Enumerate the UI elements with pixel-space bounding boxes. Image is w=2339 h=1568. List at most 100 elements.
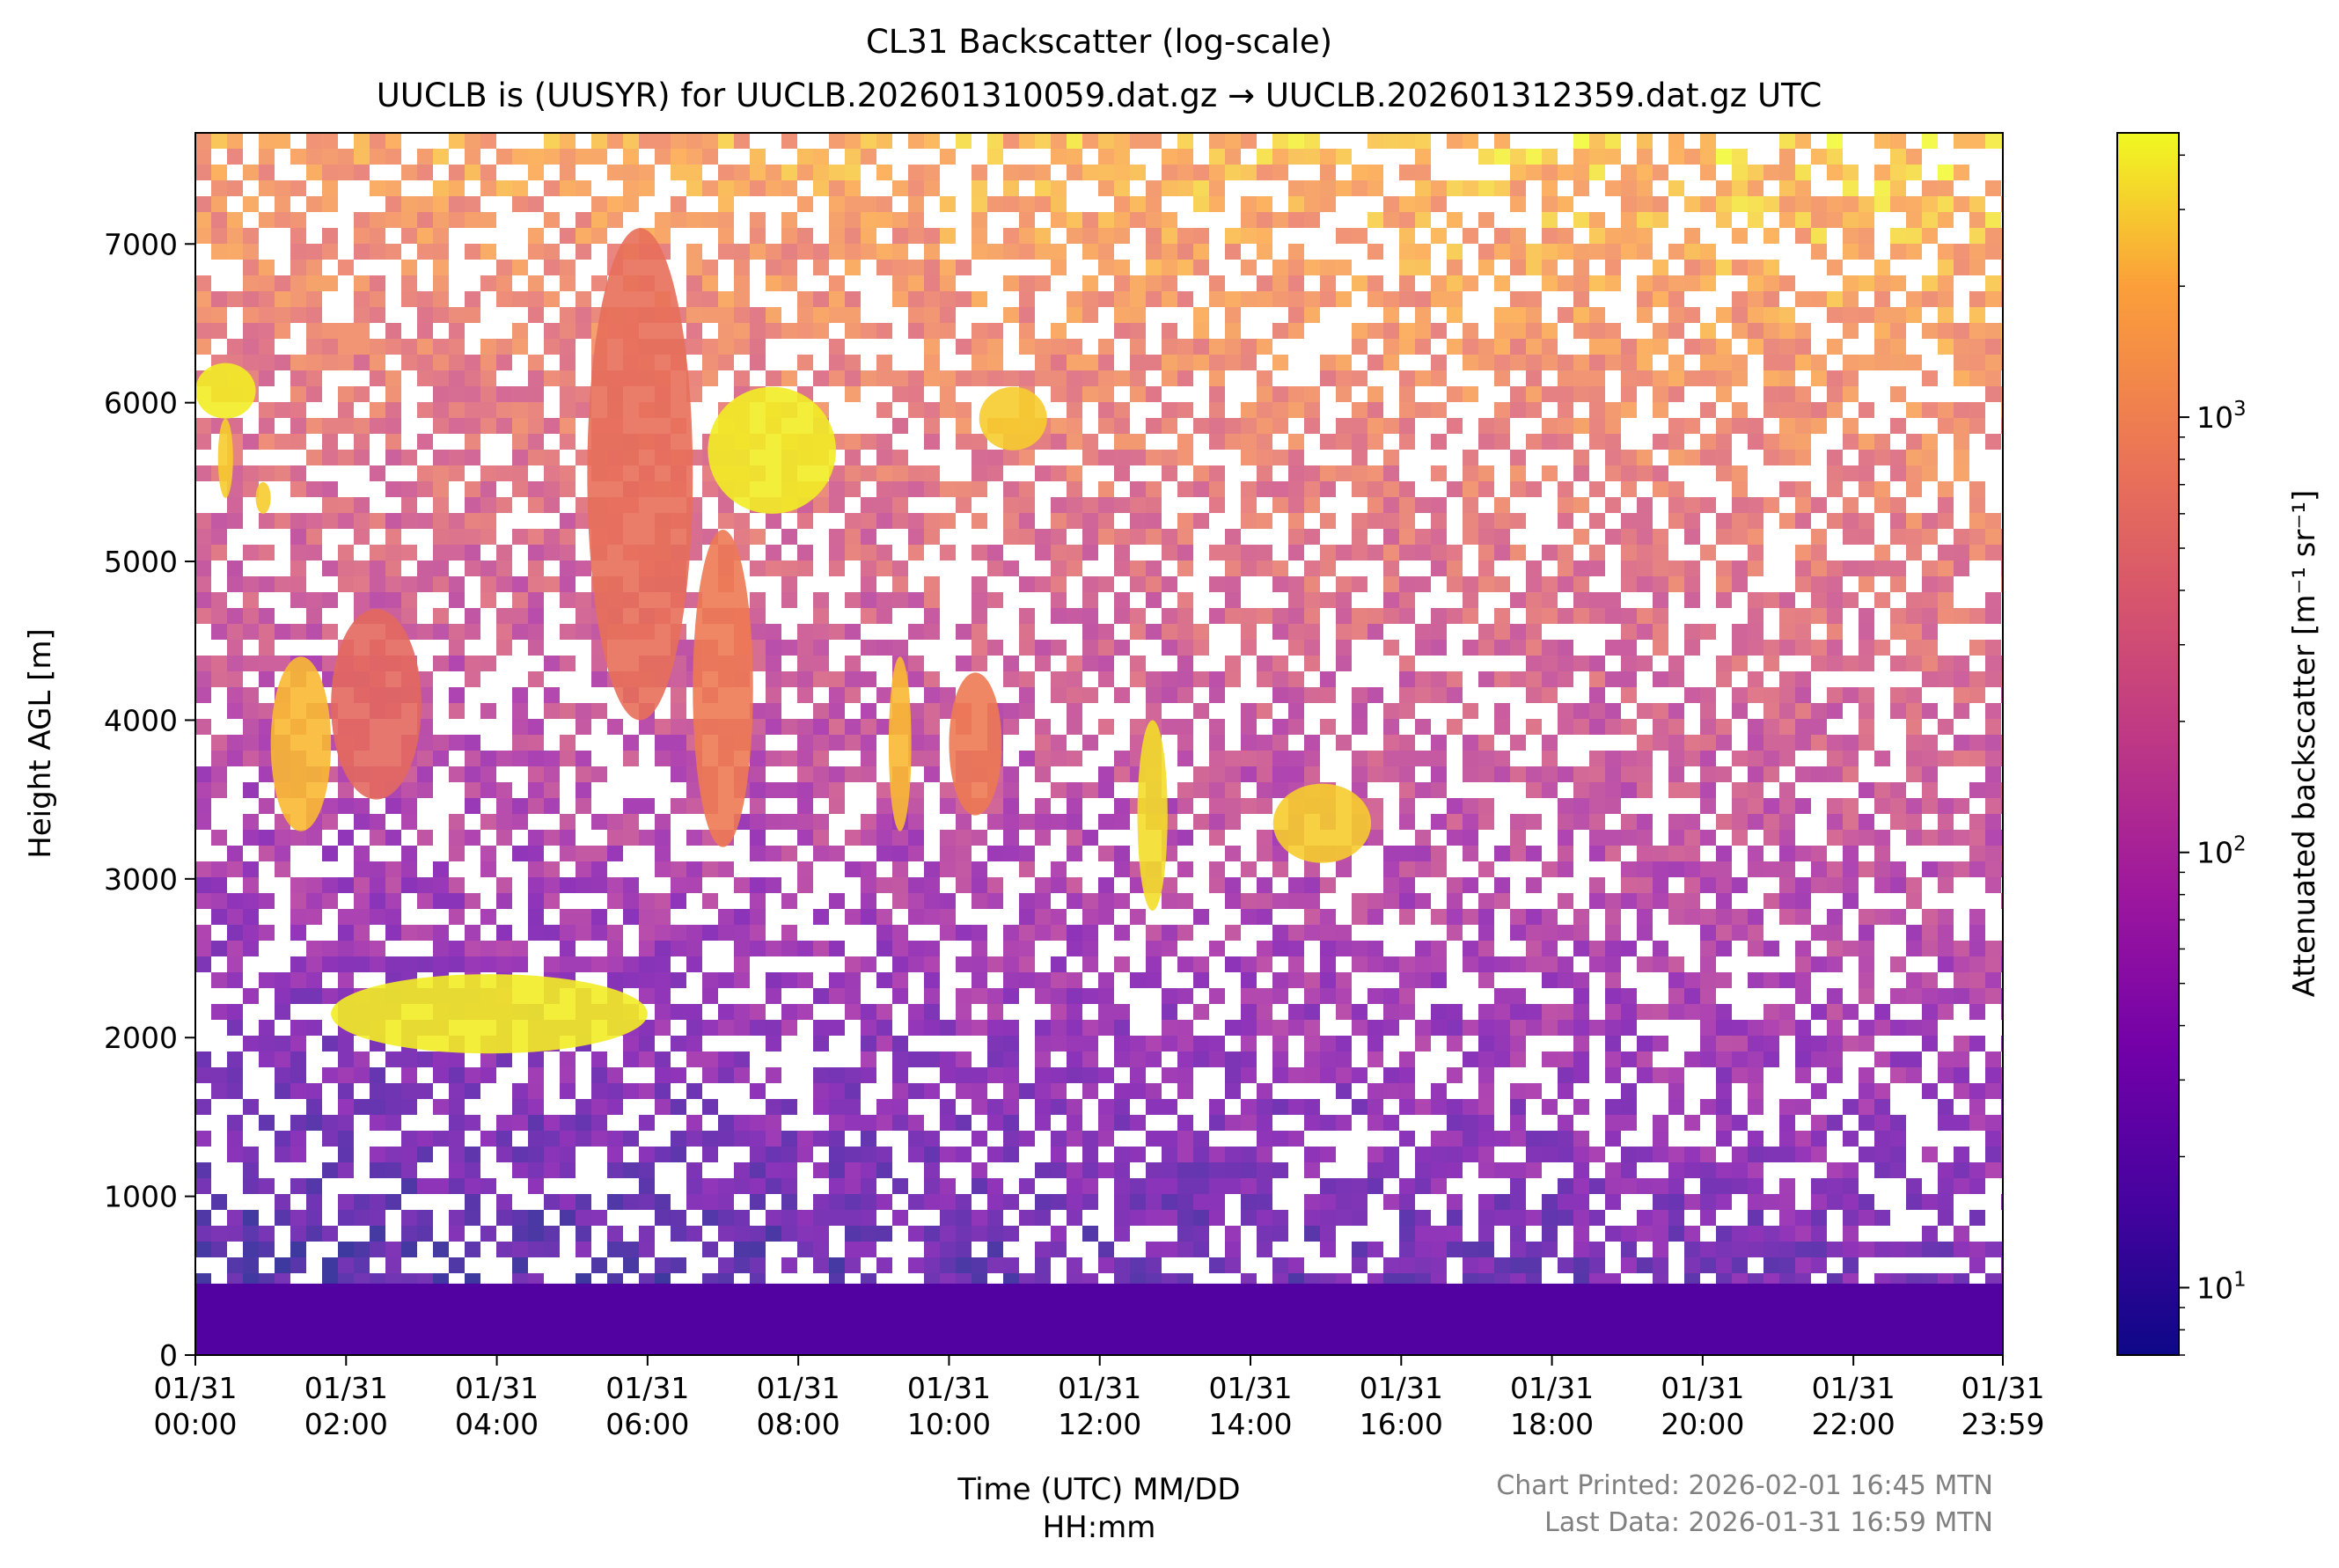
noise-cell <box>1843 751 1859 766</box>
noise-cell <box>290 956 306 972</box>
noise-cell <box>1272 1020 1288 1036</box>
noise-cell <box>1320 1194 1336 1210</box>
noise-cell <box>702 1147 718 1162</box>
noise-cell <box>1779 782 1795 798</box>
noise-cell <box>560 846 576 861</box>
noise-cell <box>195 766 211 782</box>
noise-cell <box>845 513 861 529</box>
noise-cell <box>576 1115 591 1131</box>
noise-cell <box>750 180 766 196</box>
noise-cell <box>1589 149 1605 165</box>
noise-cell <box>1700 988 1716 1004</box>
noise-cell <box>1399 260 1415 275</box>
noise-cell <box>1225 561 1241 576</box>
noise-cell <box>1035 1115 1051 1131</box>
noise-cell <box>1542 1051 1558 1067</box>
noise-cell <box>1732 782 1748 798</box>
noise-cell <box>1352 1210 1367 1226</box>
noise-cell <box>433 941 449 956</box>
noise-cell <box>1589 165 1605 180</box>
noise-cell <box>576 751 591 766</box>
noise-cell <box>433 561 449 576</box>
noise-cell <box>544 497 560 513</box>
noise-cell <box>1906 656 1922 671</box>
noise-cell <box>1114 529 1130 545</box>
noise-cell <box>908 386 924 402</box>
noise-cell <box>1415 1226 1431 1242</box>
noise-cell <box>892 180 908 196</box>
noise-cell <box>892 830 908 846</box>
noise-cell <box>1621 513 1637 529</box>
noise-cell <box>1605 893 1621 909</box>
noise-cell <box>987 1020 1003 1036</box>
noise-cell <box>1890 1147 1906 1162</box>
noise-cell <box>1193 814 1209 830</box>
noise-cell <box>449 703 465 719</box>
noise-cell <box>1241 735 1257 751</box>
noise-cell <box>275 513 290 529</box>
noise-cell <box>1367 133 1383 149</box>
noise-cell <box>1589 386 1605 402</box>
noise-cell <box>655 1051 671 1067</box>
noise-cell <box>750 1004 766 1020</box>
noise-cell <box>1162 370 1177 386</box>
noise-cell <box>734 1131 750 1147</box>
noise-cell <box>1114 608 1130 624</box>
noise-cell <box>1478 545 1494 561</box>
noise-cell <box>924 972 940 988</box>
noise-cell <box>1637 576 1653 592</box>
noise-cell <box>1383 846 1399 861</box>
noise-cell <box>306 956 322 972</box>
noise-cell <box>623 735 639 751</box>
noise-cell <box>259 703 275 719</box>
noise-cell <box>1272 782 1288 798</box>
noise-cell <box>1874 307 1890 323</box>
noise-cell <box>243 323 259 339</box>
noise-cell <box>1177 751 1193 766</box>
noise-cell <box>813 1099 829 1115</box>
noise-cell <box>1969 1036 1985 1051</box>
noise-cell <box>797 323 813 339</box>
noise-cell <box>781 671 797 687</box>
noise-cell <box>1589 846 1605 861</box>
noise-cell <box>1874 1083 1890 1099</box>
noise-cell <box>797 1131 813 1147</box>
noise-cell <box>1304 149 1320 165</box>
noise-cell <box>972 972 987 988</box>
noise-cell <box>433 196 449 212</box>
noise-cell <box>1241 624 1257 640</box>
noise-cell <box>1763 735 1779 751</box>
noise-cell <box>607 1131 623 1147</box>
noise-cell <box>1352 893 1367 909</box>
noise-cell <box>702 1210 718 1226</box>
noise-cell <box>512 751 528 766</box>
noise-cell <box>1019 861 1035 877</box>
noise-cell <box>1621 196 1637 212</box>
noise-cell <box>1399 766 1415 782</box>
noise-cell <box>623 814 639 830</box>
noise-cell <box>1304 1099 1320 1115</box>
noise-cell <box>686 1162 702 1178</box>
noise-cell <box>940 1226 956 1242</box>
noise-cell <box>1257 893 1272 909</box>
noise-cell <box>1019 687 1035 703</box>
noise-cell <box>1114 149 1130 165</box>
noise-cell <box>1843 275 1859 291</box>
noise-cell <box>987 956 1003 972</box>
noise-cell <box>195 465 211 481</box>
noise-cell <box>259 370 275 386</box>
noise-cell <box>1399 782 1415 798</box>
noise-cell <box>1827 450 1843 465</box>
noise-cell <box>1637 307 1653 323</box>
noise-cell <box>1225 339 1241 355</box>
noise-cell <box>560 656 576 671</box>
noise-cell <box>956 925 972 941</box>
noise-cell <box>1938 1115 1954 1131</box>
noise-cell <box>876 925 892 941</box>
noise-cell <box>1288 719 1304 735</box>
noise-cell <box>1526 576 1542 592</box>
noise-cell <box>829 1147 845 1162</box>
noise-cell <box>195 687 211 703</box>
noise-cell <box>1526 687 1542 703</box>
noise-cell <box>465 133 480 149</box>
